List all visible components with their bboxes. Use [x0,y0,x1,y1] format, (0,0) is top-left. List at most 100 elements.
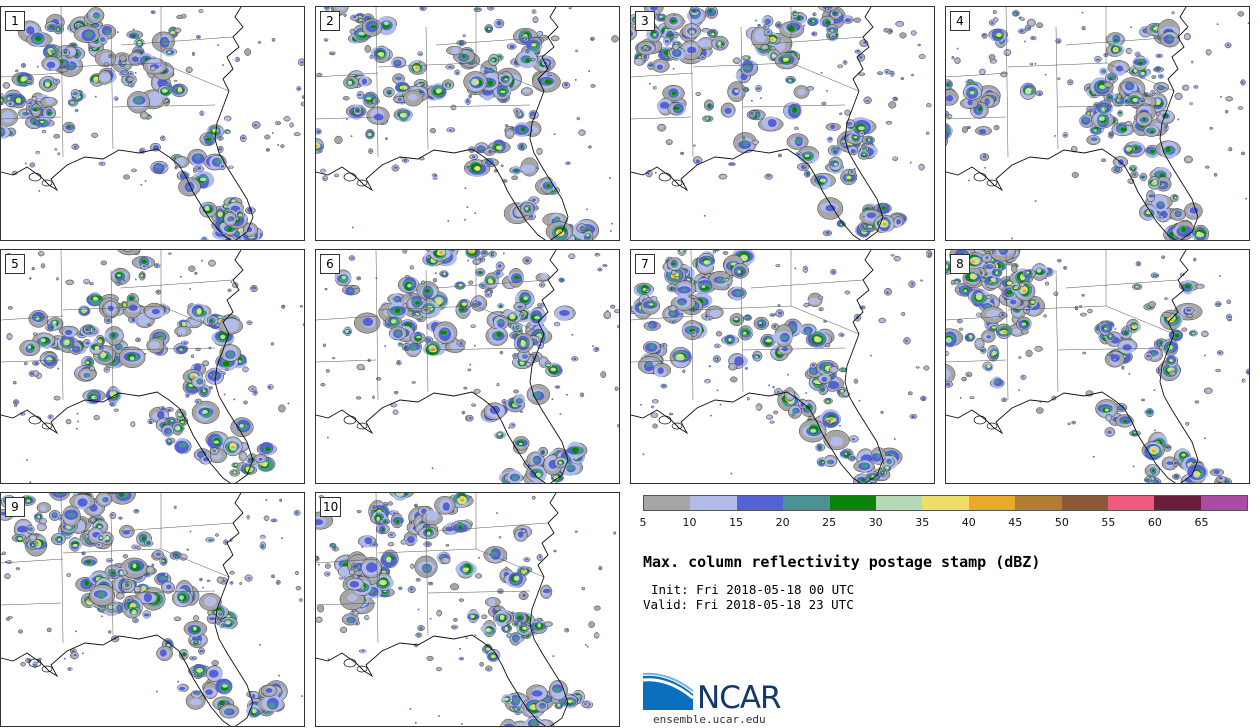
reflectivity-cell [428,581,434,586]
reflectivity-cell [715,331,723,337]
reflectivity-cell [718,45,725,50]
member-panel: 7 [630,249,935,484]
reflectivity-cell [494,431,507,439]
reflectivity-cell [219,344,242,362]
reflectivity-cell [109,401,117,407]
reflectivity-speck [863,215,865,218]
reflectivity-cell [520,157,539,177]
reflectivity-speck [135,278,137,281]
reflectivity-cell [807,16,820,27]
reflectivity-cell [512,436,530,451]
reflectivity-cell [779,21,805,39]
reflectivity-cell [512,393,525,406]
lake-outline [28,415,42,425]
reflectivity-cell [446,127,456,133]
reflectivity-cell [1026,18,1036,28]
reflectivity-speck [1128,373,1131,375]
reflectivity-cell [380,549,399,568]
reflectivity-cell [186,303,212,320]
reflectivity-cell [1036,22,1044,29]
reflectivity-cell [98,35,108,45]
reflectivity-cell [650,295,658,301]
reflectivity-speck [262,693,265,695]
reflectivity-speck [585,644,587,646]
reflectivity-cell [1214,301,1222,307]
reflectivity-cell [38,76,58,92]
reflectivity-cell [152,550,164,559]
reflectivity-cell [351,285,359,290]
member-panel: 4 [945,6,1250,241]
reflectivity-cell [517,142,528,151]
reflectivity-cell [13,399,20,405]
reflectivity-cell [1151,75,1157,80]
reflectivity-cell [194,271,198,275]
reflectivity-cell [176,15,183,19]
state-border [60,250,64,401]
colorbar-tick-label: 45 [1008,516,1023,529]
reflectivity-cell [316,72,323,77]
reflectivity-speck [134,72,137,74]
reflectivity-cell [523,716,544,726]
reflectivity-cell [332,546,339,552]
reflectivity-cell [234,56,240,63]
state-border [631,116,692,120]
reflectivity-cell [1125,327,1132,332]
reflectivity-cell [553,549,557,553]
reflectivity-speck [415,721,417,724]
reflectivity-cell [229,581,234,585]
lake-outline [671,179,683,187]
reflectivity-cell [640,297,660,315]
reflectivity-cell [318,149,323,153]
state-border [1,72,64,78]
reflectivity-cell [402,303,408,308]
reflectivity-cell [670,294,696,311]
reflectivity-cell [12,381,17,385]
reflectivity-cell [474,142,489,154]
reflectivity-cell [962,84,983,101]
reflectivity-cell [903,337,911,345]
reflectivity-cell [1209,468,1225,477]
state-border [120,36,234,46]
reflectivity-cell [989,250,997,254]
reflectivity-cell [909,413,918,419]
reflectivity-cell [708,365,711,368]
member-panel: 6 [315,249,620,484]
reflectivity-cell [594,632,600,639]
member-map [316,250,619,483]
reflectivity-cell [295,570,299,576]
reflectivity-speck [751,100,753,102]
reflectivity-speck [798,58,800,60]
reflectivity-cell [522,36,530,41]
reflectivity-cell [382,501,389,508]
reflectivity-cell [755,85,762,92]
reflectivity-speck [464,187,467,189]
reflectivity-speck [968,179,970,182]
reflectivity-cell [468,94,473,99]
reflectivity-speck [858,399,861,402]
reflectivity-cell [223,211,237,227]
reflectivity-cell [996,323,1012,340]
reflectivity-cell [124,596,133,603]
reflectivity-cell [535,700,549,713]
reflectivity-cell [246,515,250,520]
reflectivity-cell [662,84,685,102]
reflectivity-cell [1215,475,1227,483]
reflectivity-cell [1,108,18,127]
reflectivity-cell [27,538,38,550]
reflectivity-cell [519,410,524,413]
reflectivity-cell [405,275,410,278]
reflectivity-cell [98,70,112,85]
reflectivity-cell [1019,282,1026,288]
reflectivity-cell [187,148,207,167]
reflectivity-cell [393,390,399,395]
reflectivity-cell [1125,47,1133,55]
reflectivity-cell [345,577,365,591]
reflectivity-cell [680,151,685,155]
reflectivity-speck [958,287,960,289]
reflectivity-cell [775,21,782,29]
reflectivity-cell [374,591,379,595]
reflectivity-speck [301,695,303,697]
reflectivity-cell [536,554,543,561]
reflectivity-cell [554,305,576,321]
reflectivity-cell [492,610,511,627]
